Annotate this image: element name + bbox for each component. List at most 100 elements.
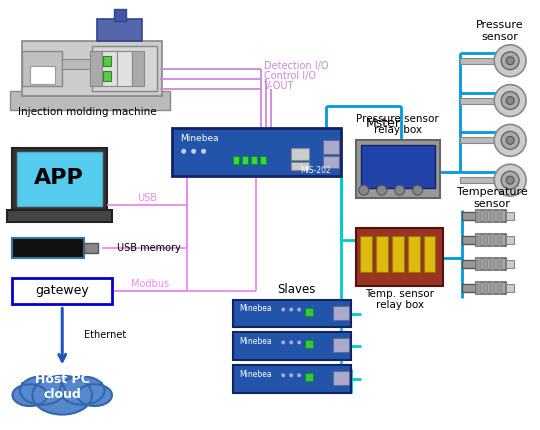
Text: USB: USB — [137, 193, 157, 203]
Circle shape — [494, 164, 526, 196]
Ellipse shape — [77, 384, 112, 406]
Bar — [361, 145, 435, 188]
Bar — [305, 341, 313, 348]
Bar — [12, 148, 107, 210]
Bar — [17, 152, 102, 206]
Bar — [233, 332, 351, 360]
Bar — [103, 56, 111, 66]
Bar — [376, 236, 388, 272]
Ellipse shape — [12, 384, 48, 406]
Bar — [23, 41, 162, 95]
Circle shape — [289, 341, 293, 344]
Bar — [490, 234, 495, 246]
Circle shape — [297, 307, 301, 312]
Circle shape — [281, 307, 285, 312]
Bar — [333, 306, 349, 319]
Text: Minebea: Minebea — [239, 370, 272, 379]
Bar — [462, 212, 476, 220]
Text: V-OUT: V-OUT — [264, 80, 295, 91]
Circle shape — [506, 176, 514, 184]
Bar — [497, 234, 502, 246]
Circle shape — [494, 45, 526, 77]
Circle shape — [297, 341, 301, 344]
Circle shape — [395, 185, 404, 195]
Bar — [10, 91, 170, 111]
Circle shape — [201, 149, 206, 154]
Bar — [323, 140, 339, 154]
Bar — [12, 238, 84, 258]
Bar — [251, 156, 258, 164]
Bar — [490, 282, 495, 294]
Bar — [476, 282, 506, 294]
Bar — [291, 148, 309, 160]
Ellipse shape — [20, 376, 65, 405]
Bar — [333, 371, 349, 385]
Bar — [92, 46, 157, 91]
Bar — [408, 236, 420, 272]
Text: Minebea: Minebea — [239, 304, 272, 313]
Text: Injection molding machine: Injection molding machine — [18, 108, 157, 117]
Bar — [392, 236, 403, 272]
Bar — [84, 243, 98, 253]
Bar — [506, 212, 514, 220]
Bar — [461, 177, 494, 183]
Bar — [305, 373, 313, 381]
Text: Mster: Mster — [366, 117, 401, 130]
Text: Detection I/O: Detection I/O — [264, 61, 329, 71]
Circle shape — [359, 185, 369, 195]
Bar — [323, 156, 339, 168]
Circle shape — [501, 52, 519, 70]
Bar — [30, 66, 55, 83]
Bar — [490, 210, 495, 222]
Bar — [476, 234, 506, 246]
Bar — [461, 98, 494, 104]
Circle shape — [191, 149, 196, 154]
Bar — [462, 284, 476, 292]
Bar — [506, 284, 514, 292]
Text: Pressure
sensor: Pressure sensor — [476, 20, 524, 42]
Bar — [462, 236, 476, 244]
Bar — [8, 210, 112, 222]
Bar — [490, 258, 495, 270]
Bar — [291, 162, 309, 170]
Bar — [23, 51, 62, 86]
Bar — [461, 58, 494, 64]
Bar — [117, 51, 132, 86]
Bar — [233, 300, 351, 328]
Bar — [103, 71, 111, 81]
Bar — [506, 236, 514, 244]
Bar — [356, 228, 443, 286]
Bar — [12, 278, 112, 304]
Text: gatewey: gatewey — [35, 284, 89, 297]
Bar — [333, 338, 349, 352]
Circle shape — [289, 307, 293, 312]
Text: APP: APP — [35, 168, 84, 188]
Bar — [260, 156, 266, 164]
Circle shape — [501, 171, 519, 189]
Bar — [233, 366, 351, 393]
Text: MIS-202: MIS-202 — [301, 166, 332, 175]
Circle shape — [506, 97, 514, 104]
Text: USB memory: USB memory — [117, 243, 181, 253]
Bar — [90, 51, 102, 86]
Text: Temp. sensor
relay box: Temp. sensor relay box — [365, 289, 434, 310]
Bar — [476, 210, 506, 222]
Bar — [114, 9, 126, 21]
Bar — [356, 140, 441, 198]
Circle shape — [413, 185, 422, 195]
Circle shape — [377, 185, 387, 195]
Bar — [506, 260, 514, 268]
Bar — [483, 210, 488, 222]
Text: Ethernet: Ethernet — [84, 330, 126, 341]
Bar — [360, 236, 372, 272]
Bar — [476, 210, 481, 222]
Circle shape — [506, 57, 514, 64]
Circle shape — [281, 341, 285, 344]
Bar — [423, 236, 435, 272]
Bar — [132, 51, 144, 86]
Text: Temperature
sensor: Temperature sensor — [457, 187, 528, 209]
Circle shape — [289, 373, 293, 377]
Bar — [305, 307, 313, 316]
Bar — [497, 282, 502, 294]
Text: Host PC
cloud: Host PC cloud — [35, 373, 90, 401]
